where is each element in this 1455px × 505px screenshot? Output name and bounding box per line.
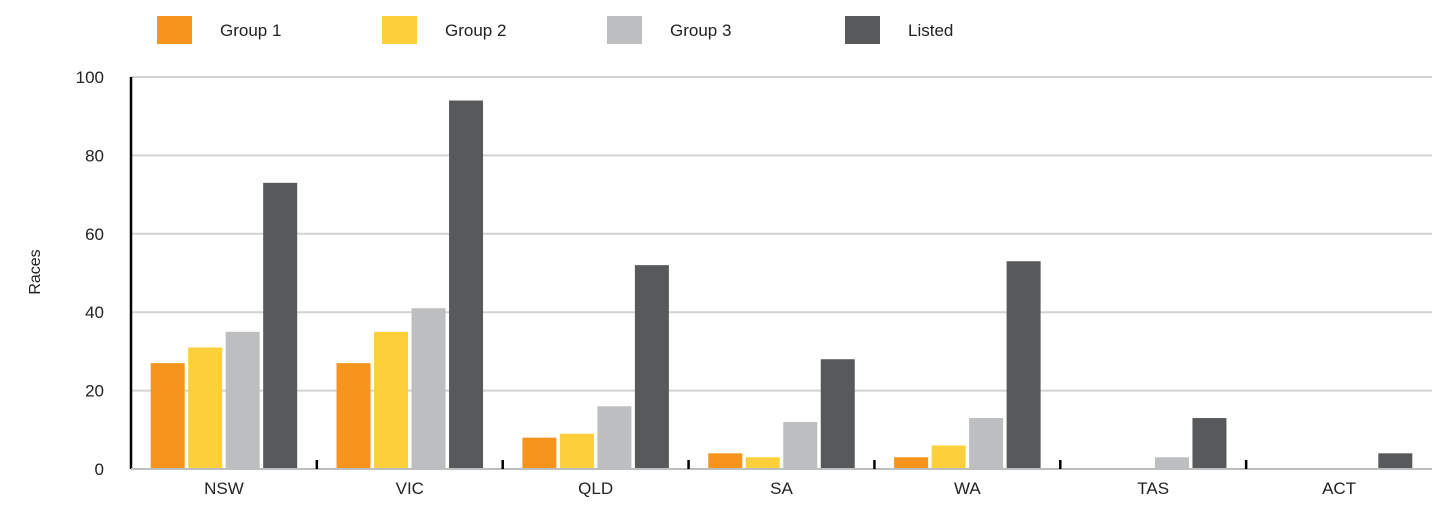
legend-label-listed: Listed <box>908 21 953 40</box>
legend-swatch-listed <box>845 16 880 44</box>
bar-tas-group-3 <box>1154 457 1189 469</box>
y-tick-label-40: 40 <box>85 303 104 322</box>
bar-qld-group-3 <box>597 406 632 469</box>
x-axis: NSW VIC QLD SA WA TAS ACT <box>131 460 1432 498</box>
bar-vic-group-2 <box>374 331 409 469</box>
y-tick-label-80: 80 <box>85 146 104 165</box>
bar-tas-listed <box>1192 418 1227 469</box>
legend-swatch-group-1 <box>157 16 192 44</box>
x-tick-label-tas: TAS <box>1137 479 1169 498</box>
bar-sa-listed <box>820 359 855 469</box>
x-tick-label-wa: WA <box>954 479 981 498</box>
x-tick-label-sa: SA <box>770 479 793 498</box>
y-tick-label-60: 60 <box>85 225 104 244</box>
legend-label-group-3: Group 3 <box>670 21 731 40</box>
bar-vic-listed <box>449 100 484 470</box>
bar-wa-group-3 <box>969 418 1004 469</box>
legend-label-group-2: Group 2 <box>445 21 506 40</box>
bar-act-listed <box>1378 453 1413 469</box>
y-axis-title: Races <box>27 249 44 294</box>
bar-wa-group-1 <box>894 457 929 469</box>
bar-vic-group-1 <box>336 363 371 469</box>
legend-swatch-group-2 <box>382 16 417 44</box>
bar-wa-group-2 <box>931 445 966 469</box>
bar-qld-group-1 <box>522 437 557 469</box>
bar-wa-listed <box>1006 261 1041 469</box>
bar-sa-group-2 <box>745 457 780 469</box>
x-tick-label-act: ACT <box>1322 479 1356 498</box>
y-tick-label-100: 100 <box>76 68 104 87</box>
legend-swatch-group-3 <box>607 16 642 44</box>
legend-label-group-1: Group 1 <box>220 21 281 40</box>
bar-qld-group-2 <box>559 433 594 469</box>
bar-nsw-group-3 <box>225 331 260 469</box>
bar-sa-group-1 <box>708 453 743 469</box>
x-tick-label-qld: QLD <box>578 479 613 498</box>
bar-vic-group-3 <box>411 308 446 469</box>
x-tick-label-vic: VIC <box>396 479 424 498</box>
bar-nsw-listed <box>263 182 298 469</box>
y-tick-label-20: 20 <box>85 382 104 401</box>
y-axis: Races 0 20 40 60 80 100 <box>27 68 133 479</box>
x-tick-label-nsw: NSW <box>204 479 244 498</box>
bar-nsw-group-2 <box>188 347 223 469</box>
bars <box>150 100 1413 470</box>
bar-sa-group-3 <box>783 421 818 469</box>
bar-qld-listed <box>634 265 669 469</box>
bar-nsw-group-1 <box>150 363 185 469</box>
legend: Group 1 Group 2 Group 3 Listed <box>157 16 953 44</box>
y-tick-label-0: 0 <box>95 460 104 479</box>
gridlines <box>131 76 1432 392</box>
